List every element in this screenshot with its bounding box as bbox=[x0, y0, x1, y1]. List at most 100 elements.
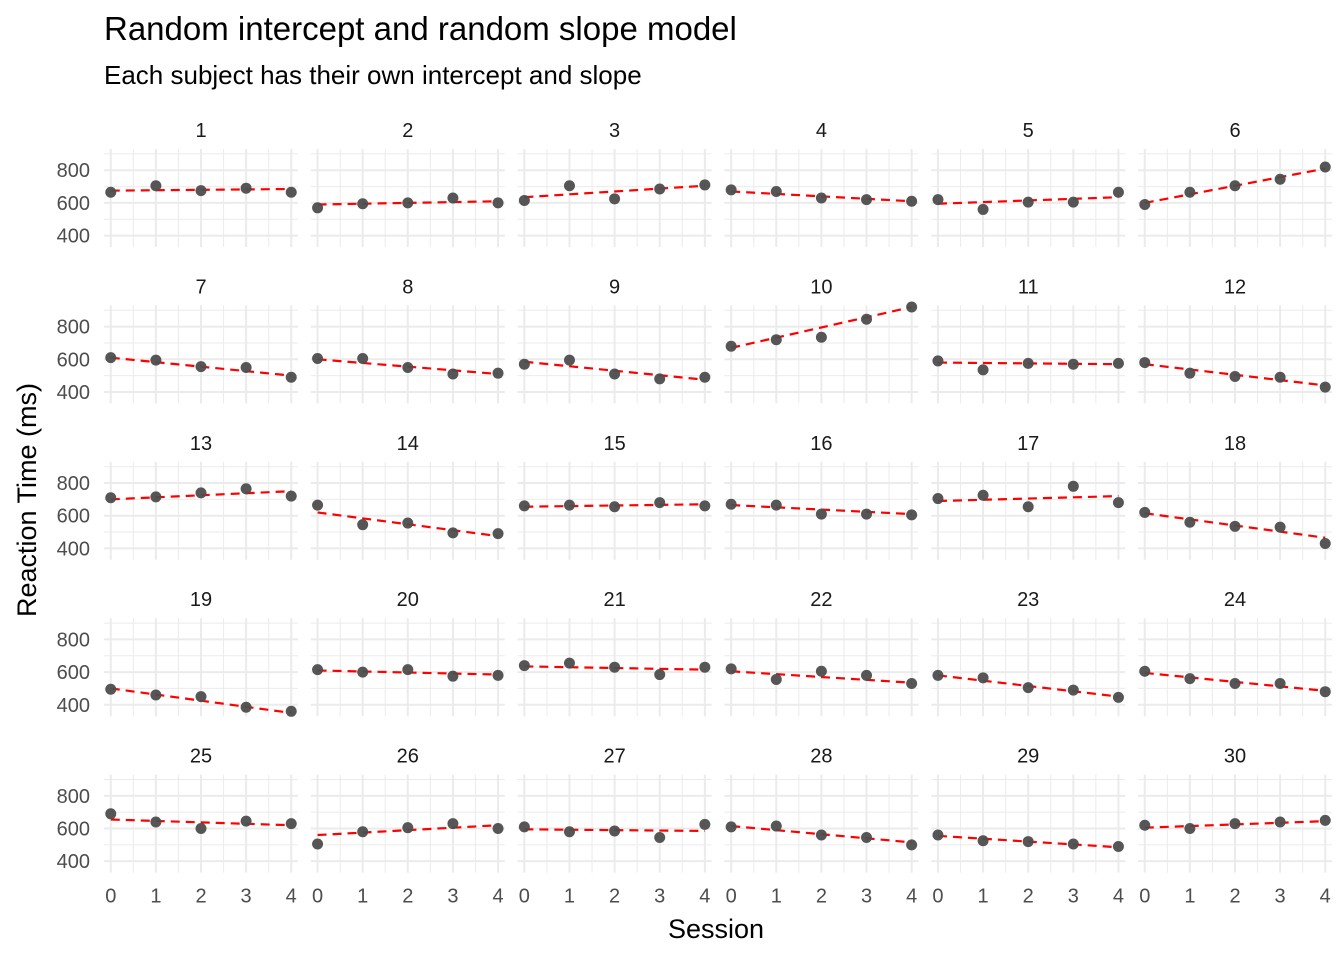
facet-panel-16: 16 bbox=[724, 433, 919, 560]
x-tick-label: 1 bbox=[357, 886, 368, 908]
data-point bbox=[563, 657, 575, 669]
data-point bbox=[285, 705, 297, 717]
data-point bbox=[402, 197, 414, 209]
data-point bbox=[1184, 823, 1196, 834]
facet-label: 22 bbox=[810, 589, 832, 611]
x-tick-label: 0 bbox=[932, 886, 943, 908]
facet-panel-20: 20 bbox=[310, 589, 505, 717]
data-point bbox=[654, 497, 666, 509]
data-point bbox=[285, 371, 297, 383]
x-tick-label: 3 bbox=[1275, 886, 1286, 908]
data-point bbox=[1229, 520, 1241, 532]
facet-label: 27 bbox=[603, 746, 625, 768]
data-point bbox=[699, 179, 711, 191]
data-point bbox=[654, 373, 666, 385]
data-point bbox=[402, 361, 414, 373]
facet-panel-21: 21 bbox=[517, 589, 712, 717]
data-point bbox=[518, 660, 530, 672]
data-point bbox=[1067, 196, 1079, 208]
data-point bbox=[1022, 501, 1034, 513]
x-tick-label: 0 bbox=[1139, 886, 1150, 908]
fit-line bbox=[524, 184, 705, 199]
facet-panel-26: 26 0 1 2 3 4 bbox=[310, 746, 505, 908]
data-point bbox=[312, 664, 324, 676]
facet-panel-10: 10 bbox=[724, 276, 919, 404]
y-tick-label: 800 bbox=[57, 786, 90, 808]
data-point bbox=[312, 202, 324, 214]
data-point bbox=[932, 194, 944, 206]
data-point bbox=[492, 197, 504, 209]
y-tick-label: 600 bbox=[57, 819, 90, 841]
facet-label: 19 bbox=[190, 589, 212, 611]
data-point bbox=[105, 492, 117, 504]
data-point bbox=[1022, 836, 1034, 848]
facet-panel-3: 3 bbox=[517, 120, 712, 247]
x-tick-label: 2 bbox=[1229, 886, 1240, 908]
data-point bbox=[1274, 371, 1286, 383]
facet-panel-15: 15 bbox=[517, 433, 712, 560]
y-tick-label: 400 bbox=[57, 226, 90, 248]
data-point bbox=[932, 669, 944, 681]
data-point bbox=[357, 666, 369, 678]
facet-label: 3 bbox=[609, 120, 620, 142]
data-point bbox=[518, 358, 530, 370]
data-point bbox=[725, 498, 737, 510]
facet-label: 7 bbox=[195, 276, 206, 298]
x-tick-label: 4 bbox=[1320, 886, 1331, 908]
y-tick-label: 400 bbox=[57, 851, 90, 873]
data-point bbox=[447, 527, 459, 539]
data-point bbox=[105, 186, 117, 198]
facet-panel-12: 12 bbox=[1138, 276, 1332, 404]
data-point bbox=[195, 487, 207, 499]
data-point bbox=[240, 815, 252, 827]
data-point bbox=[1022, 682, 1034, 694]
x-tick-label: 4 bbox=[286, 886, 297, 908]
data-point bbox=[861, 508, 873, 520]
data-point bbox=[357, 352, 369, 364]
data-point bbox=[312, 499, 324, 511]
data-point bbox=[770, 673, 782, 685]
facet-label: 6 bbox=[1229, 120, 1240, 142]
facet-label: 18 bbox=[1224, 433, 1246, 455]
facet-label: 24 bbox=[1224, 589, 1246, 611]
facet-panel-8: 8 bbox=[310, 276, 505, 404]
facet-label: 10 bbox=[810, 276, 832, 298]
facet-label: 29 bbox=[1017, 746, 1039, 768]
data-point bbox=[240, 361, 252, 373]
x-tick-label: 4 bbox=[1113, 886, 1124, 908]
data-point bbox=[1022, 357, 1034, 369]
data-point bbox=[150, 180, 162, 192]
data-point bbox=[699, 500, 711, 512]
facet-label: 17 bbox=[1017, 433, 1039, 455]
data-point bbox=[447, 192, 459, 204]
data-point bbox=[654, 669, 666, 681]
x-tick-label: 4 bbox=[906, 886, 917, 908]
data-point bbox=[1184, 186, 1196, 198]
data-point bbox=[563, 354, 575, 366]
x-tick-label: 0 bbox=[726, 886, 737, 908]
x-axis-title: Session bbox=[668, 914, 764, 944]
data-point bbox=[770, 185, 782, 197]
data-point bbox=[1229, 370, 1241, 382]
data-point bbox=[861, 669, 873, 681]
data-point bbox=[815, 331, 827, 343]
data-point bbox=[699, 661, 711, 673]
data-point bbox=[1067, 358, 1079, 370]
data-point bbox=[1022, 196, 1034, 208]
data-point bbox=[1229, 180, 1241, 192]
facet-label: 11 bbox=[1018, 276, 1039, 298]
data-point bbox=[609, 193, 621, 205]
data-point bbox=[105, 352, 117, 364]
x-tick-label: 2 bbox=[816, 886, 827, 908]
data-point bbox=[518, 194, 530, 206]
y-tick-label: 800 bbox=[57, 629, 90, 651]
x-tick-label: 2 bbox=[1023, 886, 1034, 908]
facet-panel-29: 29 0 1 2 3 4 bbox=[931, 746, 1126, 908]
data-point bbox=[150, 354, 162, 366]
x-tick-label: 1 bbox=[978, 886, 989, 908]
facet-panel-1: 1 400 600 800 bbox=[57, 120, 298, 248]
data-point bbox=[402, 517, 414, 529]
y-tick-label: 400 bbox=[57, 538, 90, 560]
data-point bbox=[312, 838, 324, 850]
data-point bbox=[1112, 497, 1124, 509]
